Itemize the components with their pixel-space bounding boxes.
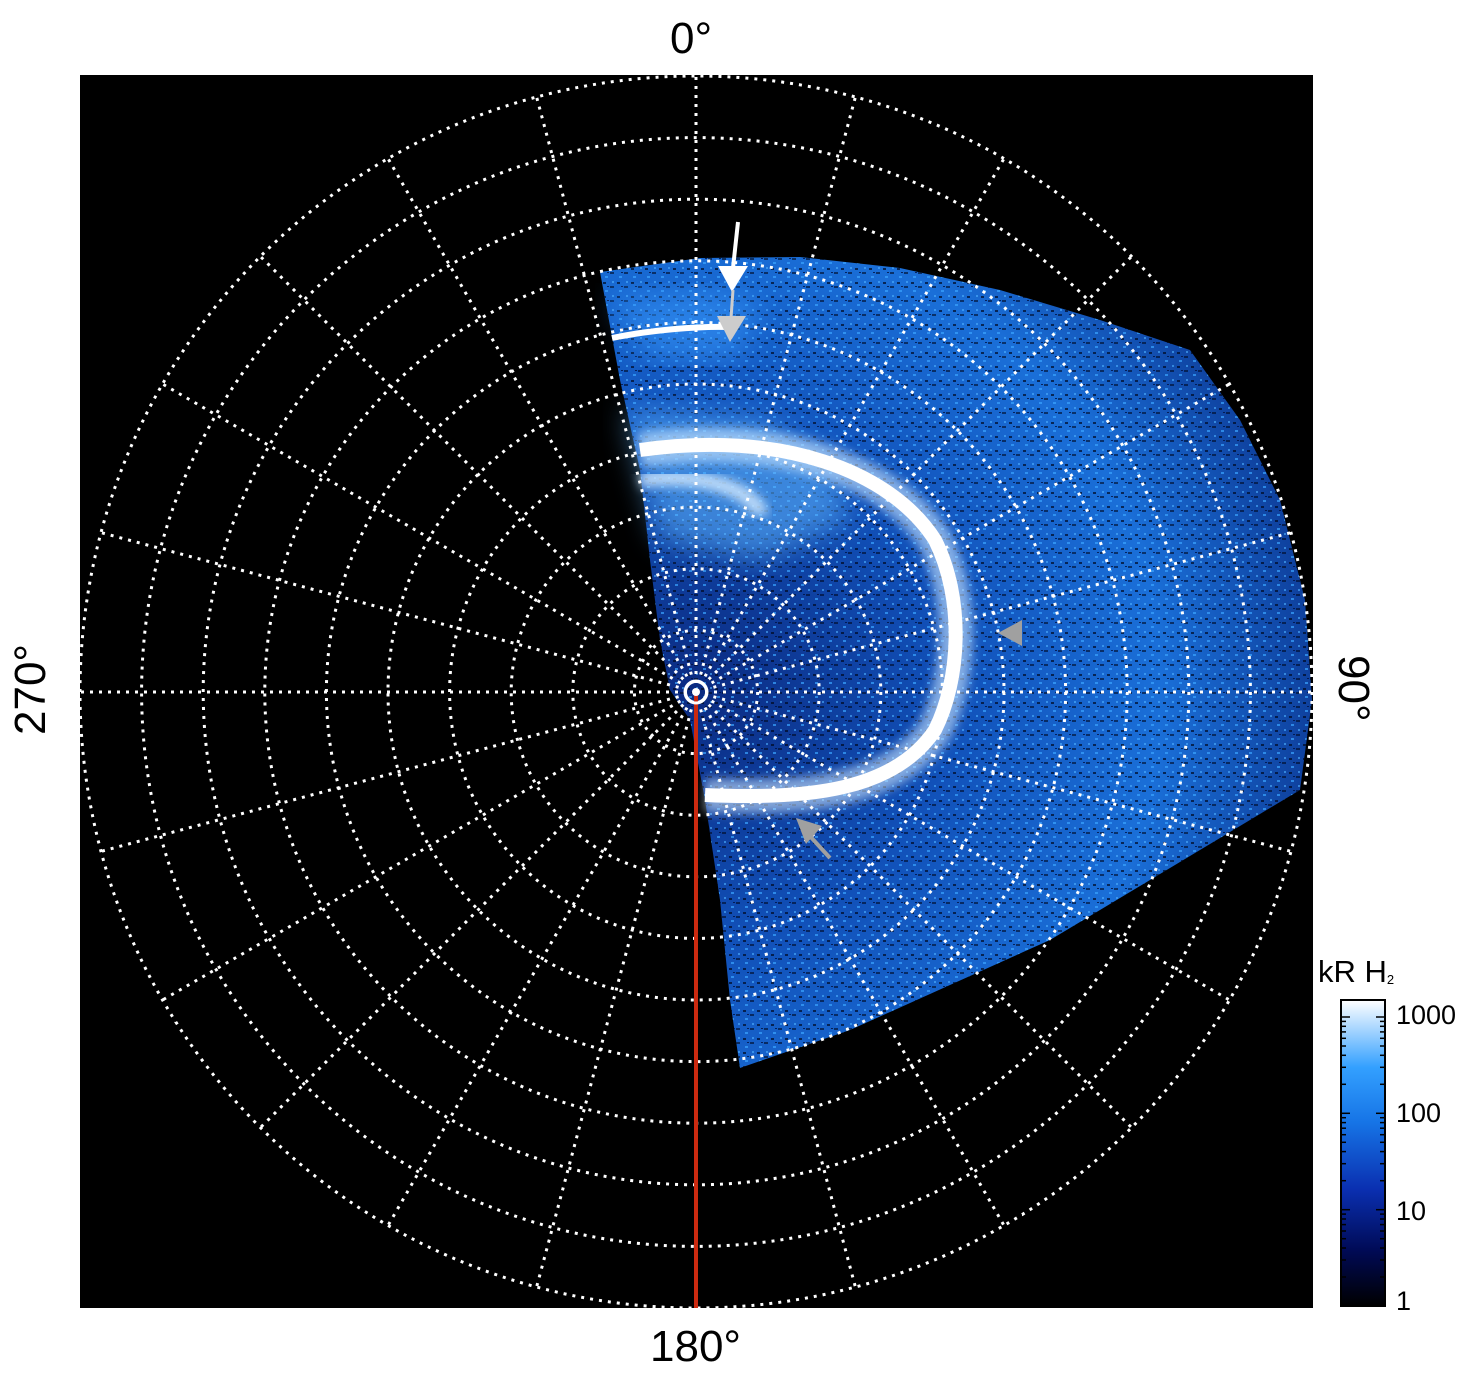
grid-meridian xyxy=(694,157,1006,693)
arrow-gray-icon xyxy=(796,818,832,860)
grid-meridian xyxy=(694,691,1006,1227)
grid-meridian xyxy=(695,690,1231,1002)
colorbar-tick-label: 1 xyxy=(1396,1286,1412,1316)
grid-ring xyxy=(448,444,944,940)
grid-meridian xyxy=(535,691,698,1288)
grid-meridian xyxy=(100,690,697,853)
polar-grid xyxy=(80,75,1313,1308)
grid-meridian xyxy=(694,690,1133,1129)
arrow-gray-icon xyxy=(998,620,1022,646)
grid-ring xyxy=(632,628,760,756)
colorbar xyxy=(1340,999,1386,1307)
label-0-deg: 0° xyxy=(670,14,713,63)
arrow-white-icon xyxy=(718,221,748,292)
grid-meridian xyxy=(695,690,1292,853)
inner-arc xyxy=(639,470,768,517)
grid-meridian xyxy=(100,531,697,694)
grid-ring xyxy=(80,75,1313,1308)
grid-meridian xyxy=(535,96,698,693)
grid-meridian xyxy=(259,255,698,694)
grid-meridian xyxy=(386,691,698,1227)
colorbar-gradient xyxy=(1340,999,1386,1307)
colorbar-tick-label: 1000 xyxy=(1396,1000,1457,1030)
grid-ring xyxy=(140,136,1252,1248)
colorbar-title: kR H2 xyxy=(1318,954,1395,989)
grid-meridian xyxy=(161,690,697,1002)
colorbar-tick-label: 100 xyxy=(1396,1098,1442,1128)
grid-meridian xyxy=(694,691,857,1288)
label-90-deg: 90° xyxy=(1329,655,1378,722)
diffuse-glow-upper xyxy=(610,290,760,360)
grid-meridian xyxy=(161,382,697,694)
grid-meridian xyxy=(259,690,698,1129)
grid-meridian xyxy=(694,255,1133,694)
label-180-deg: 180° xyxy=(650,1322,742,1371)
pole-marker-icon xyxy=(683,679,709,705)
label-270-deg: 270° xyxy=(6,643,55,735)
upper-arc xyxy=(611,323,729,341)
colorbar-tick-label: 10 xyxy=(1396,1196,1427,1226)
grid-meridian xyxy=(695,531,1292,694)
grid-meridian xyxy=(386,157,698,693)
grid-meridian xyxy=(695,382,1231,694)
main-auroral-oval-core xyxy=(639,437,963,804)
arrow-white-icon xyxy=(717,289,746,342)
grid-ring xyxy=(571,567,821,817)
grid-meridian xyxy=(694,96,857,693)
